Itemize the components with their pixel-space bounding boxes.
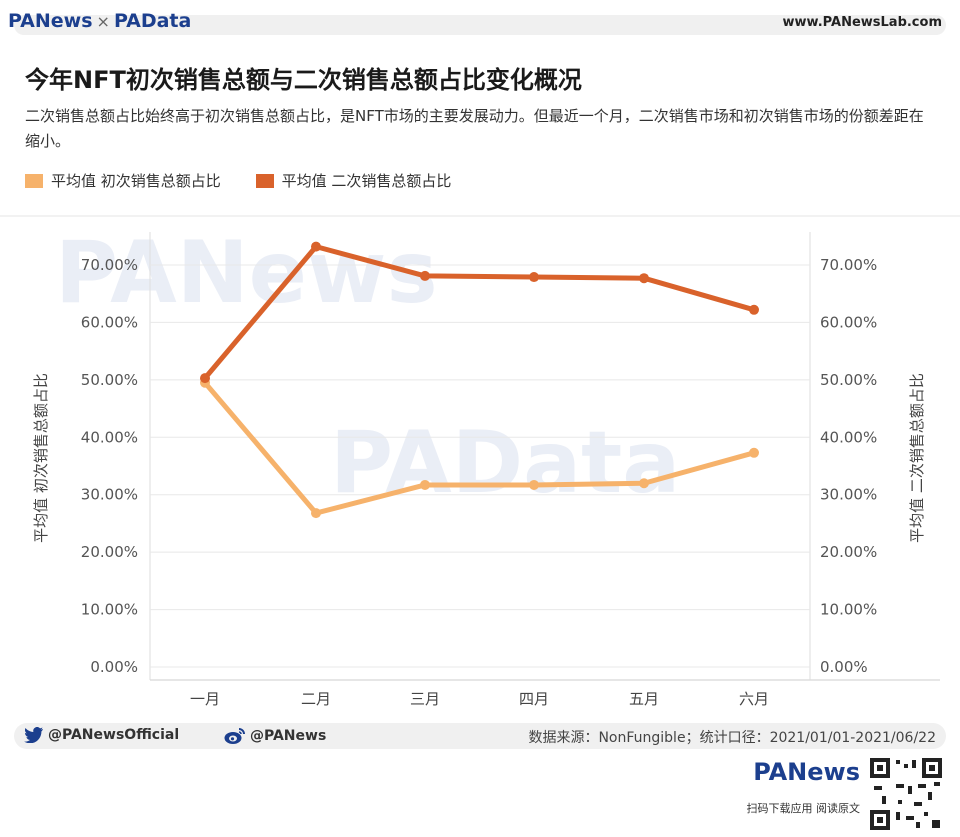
twitter-handle-text: @PANewsOfficial xyxy=(48,727,180,743)
brand-logo: PANews × PAData xyxy=(8,10,191,32)
twitter-icon xyxy=(24,727,43,743)
qr-code-icon[interactable] xyxy=(868,756,944,832)
brand-separator: × xyxy=(96,12,110,31)
weibo-icon xyxy=(224,728,245,744)
header-strip xyxy=(14,15,946,35)
y-tick-label-right: 0.00% xyxy=(820,658,868,676)
y-tick-label-left: 10.00% xyxy=(81,601,138,619)
data-point-primary xyxy=(420,479,430,490)
series-line-primary xyxy=(202,380,757,516)
y-tick-label-right: 10.00% xyxy=(820,601,877,619)
data-point-secondary xyxy=(311,241,321,252)
y-tick-label-right: 60.00% xyxy=(820,313,877,331)
data-point-secondary xyxy=(420,270,430,281)
x-tick-label: 一月 xyxy=(190,690,220,708)
weibo-handle-text: @PANews xyxy=(250,728,327,744)
y-tick-label-left: 30.00% xyxy=(81,486,138,504)
watermark-panews: PANews xyxy=(55,223,438,323)
y-axis-title-right: 平均值 二次销售总额占比 xyxy=(908,373,926,543)
y-tick-label-right: 20.00% xyxy=(820,543,877,561)
data-point-primary xyxy=(311,508,321,519)
brand-right: PAData xyxy=(113,10,192,32)
data-point-secondary xyxy=(639,273,649,284)
legend-label-primary: 平均值 初次销售总额占比 xyxy=(51,172,221,190)
brand-left: PANews xyxy=(8,10,93,32)
data-point-primary xyxy=(749,447,759,458)
y-tick-label-left: 40.00% xyxy=(81,428,138,446)
data-point-primary xyxy=(639,478,649,489)
data-source: 数据来源：NonFungible；统计口径：2021/01/01-2021/06… xyxy=(528,730,936,746)
y-axis-title-left: 平均值 初次销售总额占比 xyxy=(32,373,50,543)
data-point-primary xyxy=(529,479,539,490)
legend: 平均值 初次销售总额占比 平均值 二次销售总额占比 xyxy=(25,170,481,192)
legend-item-secondary: 平均值 二次销售总额占比 xyxy=(255,170,452,191)
twitter-handle[interactable]: @PANewsOfficial xyxy=(24,727,179,743)
y-tick-label-right: 30.00% xyxy=(820,486,877,504)
y-tick-label-left: 20.00% xyxy=(81,543,138,561)
y-tick-label-right: 40.00% xyxy=(820,428,877,446)
footer-bar: @PANewsOfficial @PANews 数据来源：NonFungible… xyxy=(14,723,946,749)
data-point-secondary xyxy=(529,272,539,283)
y-tick-label-left: 60.00% xyxy=(81,313,138,331)
data-point-secondary xyxy=(749,304,759,315)
y-tick-label-left: 70.00% xyxy=(81,256,138,274)
x-tick-label: 五月 xyxy=(629,690,659,708)
x-tick-label: 二月 xyxy=(301,690,331,708)
x-tick-label: 六月 xyxy=(739,690,769,708)
chart-title: 今年NFT初次销售总额与二次销售总额占比变化概况 xyxy=(25,66,582,94)
bottom-logo: PANews xyxy=(753,758,860,786)
site-url[interactable]: www.PANewsLab.com xyxy=(782,15,942,30)
y-tick-label-right: 70.00% xyxy=(820,256,877,274)
x-tick-label: 三月 xyxy=(410,690,440,708)
data-point-secondary xyxy=(200,373,210,384)
header-bar: PANews × PAData www.PANewsLab.com xyxy=(0,6,960,42)
y-tick-label-right: 50.00% xyxy=(820,371,877,389)
series-line-secondary xyxy=(202,244,757,381)
y-tick-label-left: 50.00% xyxy=(81,371,138,389)
chart-subtitle: 二次销售总额占比始终高于初次销售总额占比，是NFT市场的主要发展动力。但最近一个… xyxy=(25,107,924,150)
legend-swatch-secondary xyxy=(255,173,274,188)
bottom-caption: 扫码下载应用 阅读原文 xyxy=(746,802,861,815)
weibo-handle[interactable]: @PANews xyxy=(224,727,326,745)
legend-label-secondary: 平均值 二次销售总额占比 xyxy=(281,172,452,190)
y-tick-label-left: 0.00% xyxy=(90,658,138,676)
legend-swatch-primary xyxy=(25,173,43,188)
x-tick-label: 四月 xyxy=(519,690,549,708)
legend-item-primary: 平均值 初次销售总额占比 xyxy=(25,170,221,191)
chart-container: PANews PAData 0.00% 0.00% 10.00% 10.00% 20.00%… xyxy=(0,212,960,712)
